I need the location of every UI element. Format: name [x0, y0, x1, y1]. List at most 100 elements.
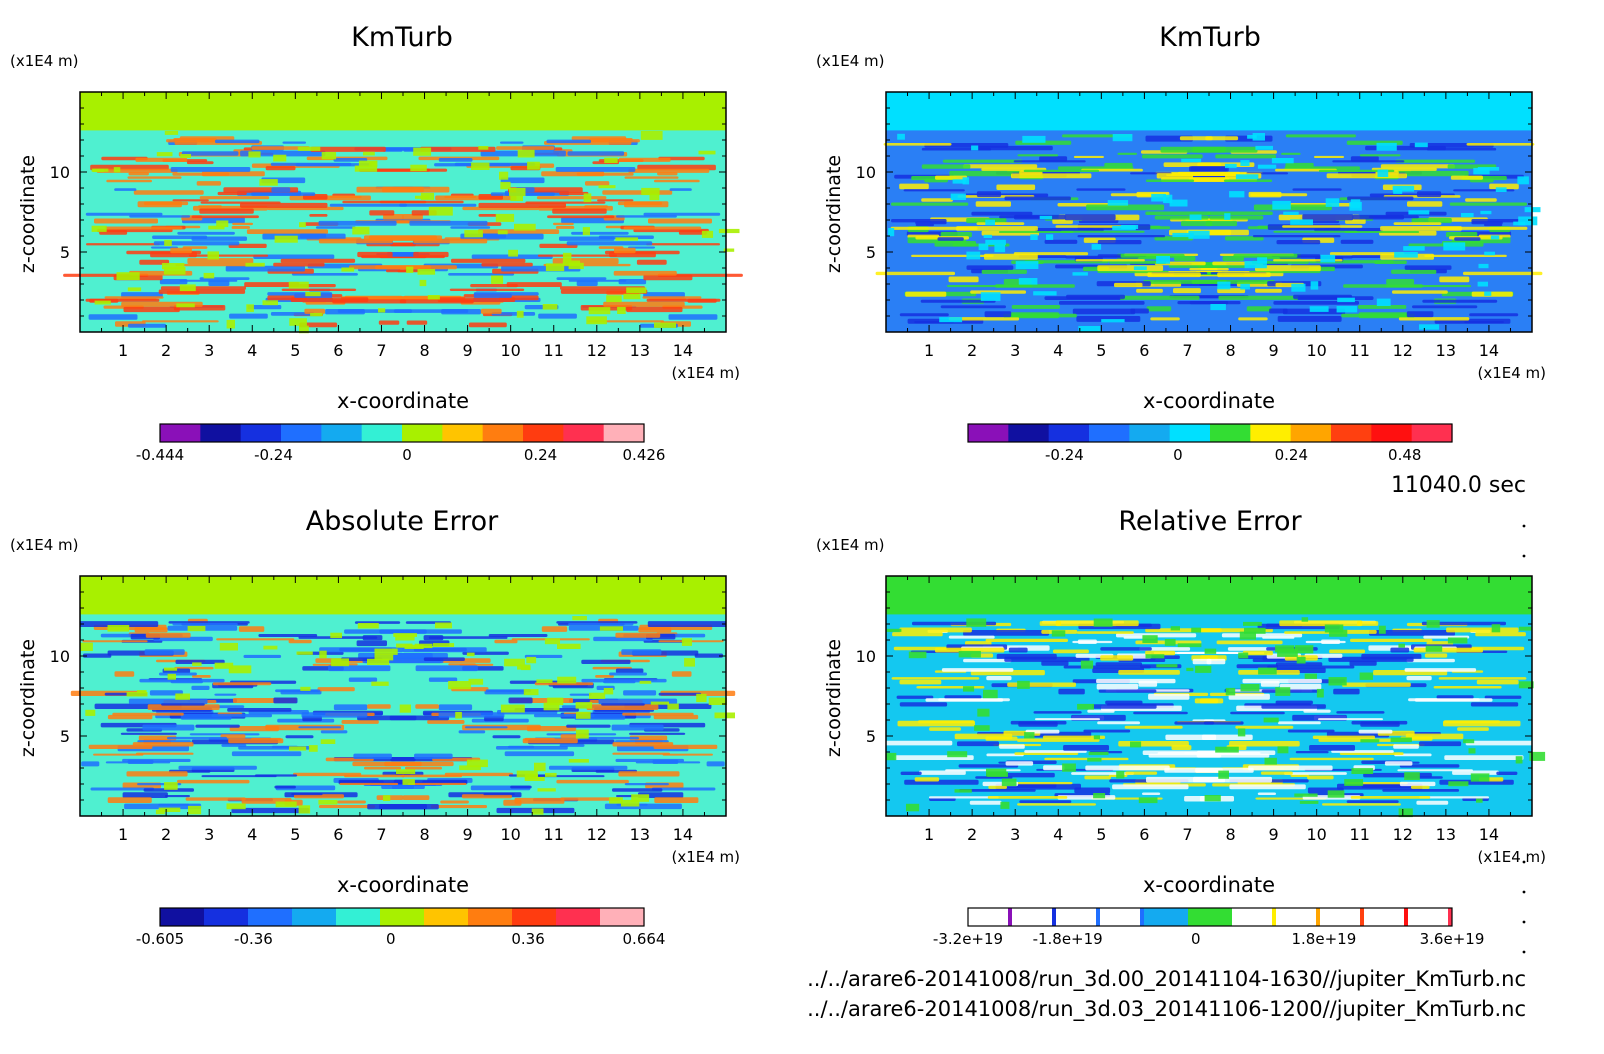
- heatmap-streak: [942, 159, 1023, 163]
- colorbar-swatch: [248, 908, 293, 926]
- heatmap-streak: [611, 724, 664, 731]
- heatmap-streak: [1142, 154, 1203, 159]
- heatmap-streak: [1326, 173, 1407, 179]
- heatmap-streak: [208, 280, 230, 286]
- heatmap-streak: [189, 254, 269, 257]
- y-unit-label: (x1E4 m): [10, 52, 79, 70]
- heatmap-streak: [1153, 651, 1241, 654]
- x-tick-label: 4: [247, 341, 257, 360]
- heatmap-streak: [280, 258, 356, 263]
- heatmap-streak: [1117, 152, 1137, 155]
- x-tick-label: 10: [1306, 825, 1326, 844]
- heatmap-patch: [395, 634, 415, 641]
- heatmap-streak: [1282, 225, 1363, 228]
- heatmap-streak: [1436, 695, 1474, 699]
- heatmap-streak: [83, 653, 112, 658]
- heatmap-streak: [971, 211, 1033, 216]
- x-axis-label: x-coordinate: [337, 389, 469, 413]
- heatmap-patch: [245, 262, 265, 267]
- margin-dot: [1522, 890, 1526, 894]
- heatmap-streak: [1413, 647, 1483, 653]
- heatmap-patch: [1478, 263, 1489, 269]
- heatmap-patch: [1283, 211, 1299, 215]
- x-tick-label: 6: [1139, 341, 1149, 360]
- x-tick-label: 3: [204, 341, 214, 360]
- x-tick-label: 8: [419, 825, 429, 844]
- heatmap-patch: [308, 745, 318, 752]
- x-tick-label: 3: [1010, 825, 1020, 844]
- heatmap-streak: [428, 677, 458, 682]
- heatmap-streak: [465, 726, 508, 729]
- y-unit-label: (x1E4 m): [10, 536, 79, 554]
- colorbar: -3.2e+19 -1.8e+19 0 1.8e+19 3.6e+19: [933, 907, 1484, 948]
- heatmap-streak: [891, 219, 947, 223]
- heatmap-patch: [214, 662, 234, 669]
- y-tick-label: 10: [50, 163, 70, 182]
- heatmap-streak: [1277, 316, 1342, 322]
- heatmap-patch: [952, 179, 966, 184]
- heatmap-streak: [137, 201, 182, 208]
- heatmap-patch: [1145, 654, 1165, 659]
- heatmap-patch: [1195, 665, 1212, 673]
- heatmap-patch: [617, 306, 626, 314]
- colorbar: -0.24 0 0.24 0.48: [967, 423, 1453, 464]
- heatmap-streak: [1439, 276, 1470, 283]
- heatmap-streak: [415, 665, 478, 672]
- heatmap-streak: [309, 214, 328, 217]
- heatmap-streak: [1042, 735, 1106, 739]
- heatmap-patch: [527, 161, 540, 170]
- heatmap-patch: [1080, 660, 1094, 669]
- heatmap-streak: [613, 270, 677, 276]
- x-tick-label: 12: [587, 825, 607, 844]
- heatmap-streak: [638, 792, 684, 798]
- heatmap-patch: [1024, 732, 1035, 739]
- heatmap-streak: [1133, 711, 1188, 715]
- heatmap-patch: [509, 187, 526, 196]
- colorbar-tick-label: -1.8e+19: [1033, 930, 1103, 948]
- heatmap-patch: [1517, 176, 1529, 185]
- heatmap-patch: [524, 773, 538, 780]
- heatmap-patch: [698, 150, 716, 155]
- heatmap-streak: [420, 146, 496, 152]
- heatmap-patch: [966, 251, 981, 260]
- heatmap-patch: [1240, 160, 1250, 166]
- x-tick-label: 14: [673, 341, 693, 360]
- heatmap-streak: [369, 210, 395, 216]
- heatmap-streak: [304, 308, 326, 314]
- colorbar-stripe: [1096, 908, 1100, 926]
- heatmap-patch: [300, 686, 311, 691]
- x-axis-label: x-coordinate: [1143, 389, 1275, 413]
- heatmap-patch: [219, 642, 238, 651]
- heatmap-streak: [1318, 738, 1402, 742]
- heatmap-patch: [402, 779, 415, 785]
- heatmap-streak: [1287, 729, 1335, 733]
- heatmap-streak: [1190, 166, 1229, 172]
- heatmap-patch: [1033, 291, 1057, 296]
- heatmap-patch: [468, 678, 484, 685]
- heatmap-streak: [285, 735, 314, 739]
- heatmap-patch: [1360, 739, 1380, 743]
- heatmap-patch: [1328, 677, 1347, 686]
- margin-dot: [1522, 920, 1526, 924]
- heatmap-streak: [238, 626, 265, 632]
- heatmap-streak: [556, 621, 638, 624]
- heatmap-streak: [139, 678, 225, 683]
- colorbar-swatch: [1210, 424, 1251, 442]
- heatmap-patch: [1062, 763, 1076, 772]
- heatmap-streak: [560, 289, 648, 294]
- heatmap-streak: [500, 141, 524, 144]
- heatmap-streak: [1023, 169, 1100, 172]
- heatmap-patch: [383, 795, 391, 801]
- heatmap-streak: [905, 291, 947, 297]
- heatmap-streak: [1464, 321, 1504, 324]
- heatmap-streak: [1361, 783, 1413, 788]
- heatmap-patch: [1408, 210, 1430, 215]
- heatmap-patch: [341, 267, 355, 272]
- heatmap-streak: [1392, 290, 1448, 294]
- heatmap-streak: [1295, 751, 1329, 754]
- heatmap-patch: [289, 746, 307, 751]
- heatmap-streak: [470, 284, 518, 288]
- heatmap-patch: [1309, 306, 1329, 312]
- heatmap-patch: [85, 709, 96, 716]
- colorbar-tick-label: 0.24: [1275, 446, 1308, 464]
